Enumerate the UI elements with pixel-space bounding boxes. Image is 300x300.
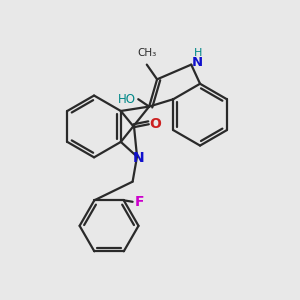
Text: F: F — [135, 195, 144, 209]
Text: CH₃: CH₃ — [137, 48, 156, 58]
Text: HO: HO — [118, 93, 136, 106]
Text: N: N — [192, 56, 203, 69]
Text: N: N — [133, 151, 144, 165]
Text: H: H — [194, 48, 202, 59]
Text: O: O — [149, 117, 161, 131]
